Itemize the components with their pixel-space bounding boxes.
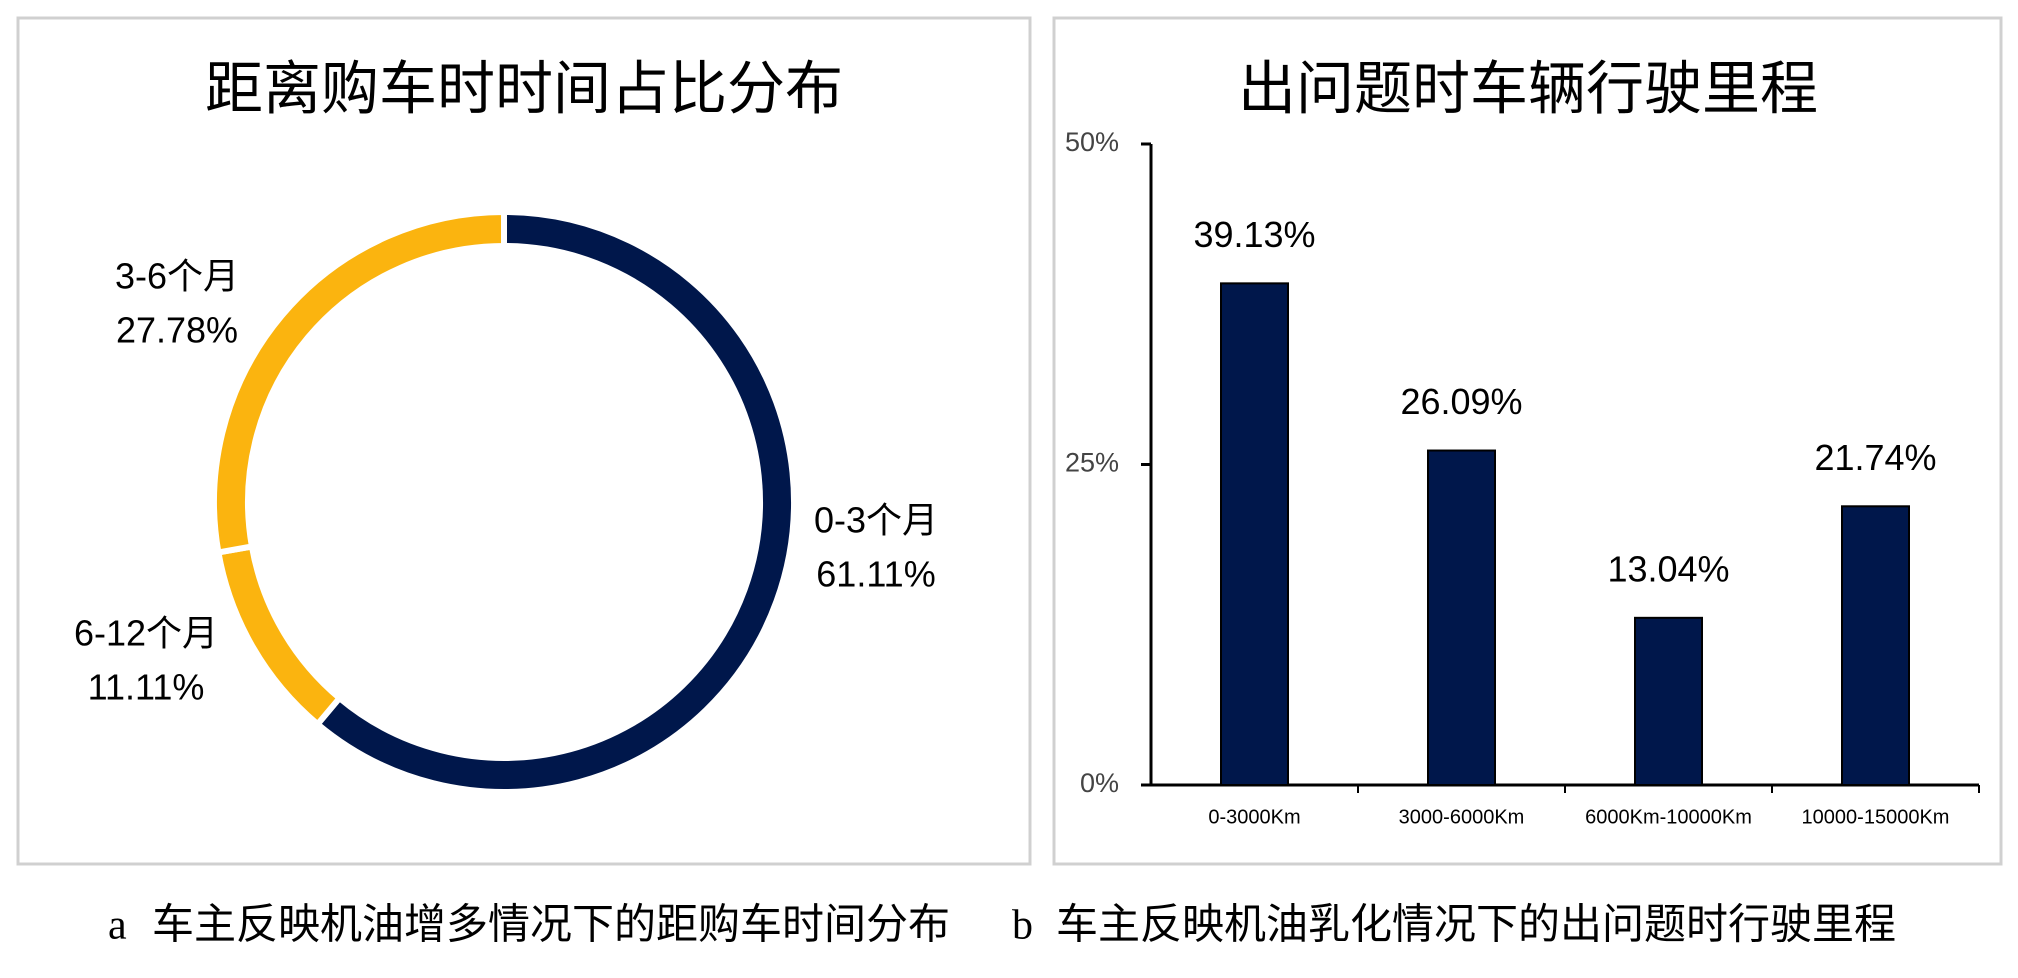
y-tick-label: 50% — [1065, 127, 1119, 157]
bar-value-label: 13.04% — [1607, 548, 1729, 589]
bar — [1220, 282, 1289, 786]
y-tick-label: 0% — [1080, 768, 1119, 798]
caption: 车主反映机油增多情况下的距购车时间分布 — [152, 903, 950, 949]
x-tick-label: 10000-15000Km — [1802, 806, 1950, 828]
bar — [1841, 505, 1910, 786]
panel-b — [1052, 16, 2003, 866]
slice-value-label: 27.78% — [116, 310, 238, 351]
caption: 车主反映机油乳化情况下的出问题时行驶里程 — [1056, 903, 1896, 949]
slice-label: 6-12个月 — [74, 613, 218, 654]
chart-title: 出问题时车辆行驶里程 — [1238, 56, 1818, 121]
donut-slice — [211, 208, 507, 556]
panel-a — [16, 16, 1032, 866]
slice-value-label: 61.11% — [816, 554, 935, 595]
x-tick-label: 0-3000Km — [1208, 806, 1300, 828]
x-tick-label: 3000-6000Km — [1399, 806, 1525, 828]
bar-value-label: 21.74% — [1814, 437, 1936, 478]
bar-value-label: 39.13% — [1193, 214, 1315, 255]
bar — [1427, 449, 1496, 786]
bar — [1634, 616, 1703, 787]
slice-label: 3-6个月 — [115, 256, 239, 297]
donut-slice — [313, 208, 797, 795]
x-tick-label: 6000Km-10000Km — [1585, 806, 1752, 828]
slice-value-label: 11.11% — [88, 667, 205, 708]
bar-value-label: 26.09% — [1400, 381, 1522, 422]
slice-label: 0-3个月 — [814, 500, 938, 541]
donut-slice — [214, 543, 344, 729]
caption-label: b — [1012, 903, 1033, 949]
y-tick-label: 25% — [1065, 448, 1119, 478]
chart-title: 距离购车时时间占比分布 — [205, 56, 843, 121]
caption-label: a — [108, 903, 127, 949]
